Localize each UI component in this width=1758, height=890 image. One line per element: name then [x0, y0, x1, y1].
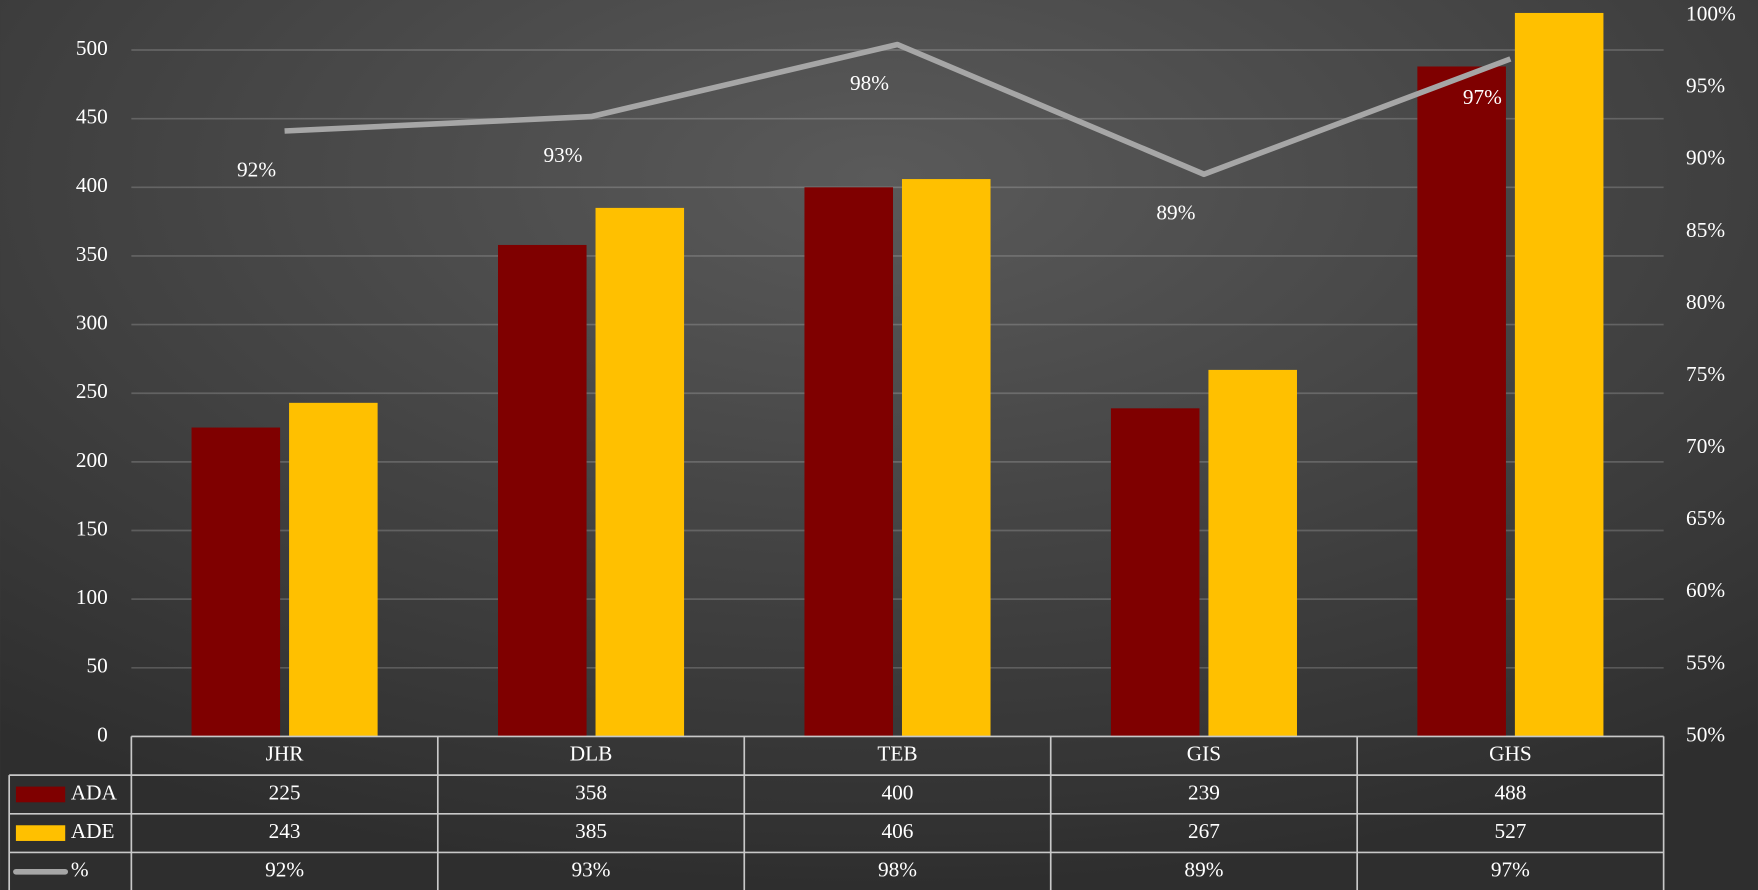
y2-tick-label: 75%	[1686, 362, 1725, 386]
y2-tick-label: 85%	[1686, 218, 1725, 242]
table-cell: 243	[269, 819, 301, 843]
data-label: 97%	[1463, 85, 1502, 109]
table-cell: 98%	[878, 858, 917, 882]
y-tick-label: 250	[76, 379, 108, 403]
y2-tick-label: 80%	[1686, 290, 1725, 314]
bar	[498, 244, 587, 737]
x-tick-label: GIS	[1187, 742, 1221, 766]
data-label: 98%	[850, 71, 889, 95]
table-cell: 267	[1188, 819, 1220, 843]
x-tick-label: DLB	[570, 742, 613, 766]
legend-swatch	[15, 786, 66, 803]
x-tick-label: JHR	[266, 742, 305, 766]
bar	[804, 187, 894, 737]
y-tick-label: 300	[76, 310, 108, 334]
line-series	[284, 41, 1512, 178]
y-tick-label: 400	[76, 173, 108, 197]
bar	[191, 427, 281, 737]
legend-swatch	[15, 825, 66, 841]
bar	[1208, 369, 1297, 737]
table-cell: 239	[1188, 780, 1220, 804]
y-tick-label: 100	[76, 585, 108, 609]
x-tick-label: TEB	[877, 742, 917, 766]
data-label: 89%	[1156, 200, 1195, 224]
bar	[1110, 408, 1200, 737]
table-cell: 97%	[1491, 858, 1530, 882]
y-tick-label: 0	[97, 722, 108, 746]
bar	[289, 402, 378, 737]
x-tick-label: GHS	[1489, 742, 1532, 766]
table-cell: 93%	[572, 858, 611, 882]
y-tick-label: 450	[76, 105, 108, 129]
table-cell: 488	[1494, 780, 1526, 804]
table-cell: 385	[575, 819, 607, 843]
y2-tick-label: 90%	[1686, 146, 1725, 170]
table-cell: 358	[575, 780, 607, 804]
y-tick-label: 50	[87, 654, 108, 678]
legend-label: ADA	[71, 780, 118, 804]
y-tick-label: 500	[76, 36, 108, 60]
legend-label: %	[71, 858, 89, 882]
table-cell: 92%	[265, 858, 304, 882]
bar	[901, 179, 991, 737]
data-label: 92%	[237, 157, 276, 181]
y2-tick-label: 100%	[1686, 2, 1736, 26]
y-tick-label: 200	[76, 448, 108, 472]
bar	[1514, 12, 1604, 737]
table-cell: 89%	[1184, 858, 1223, 882]
y-tick-label: 350	[76, 242, 108, 266]
table-cell: 406	[882, 819, 914, 843]
y2-tick-label: 95%	[1686, 74, 1725, 98]
data-label: 93%	[544, 143, 583, 167]
table-cell: 527	[1494, 819, 1526, 843]
table-cell: 225	[269, 780, 301, 804]
y2-tick-label: 65%	[1686, 506, 1725, 530]
y2-tick-label: 70%	[1686, 434, 1725, 458]
bar	[1417, 66, 1506, 737]
table-cell: 400	[882, 780, 914, 804]
y2-tick-label: 60%	[1686, 578, 1725, 602]
y-tick-label: 150	[76, 516, 108, 540]
legend-label: ADE	[71, 819, 115, 843]
bar	[595, 207, 685, 737]
y2-tick-label: 50%	[1686, 722, 1725, 746]
y2-tick-label: 55%	[1686, 650, 1725, 674]
